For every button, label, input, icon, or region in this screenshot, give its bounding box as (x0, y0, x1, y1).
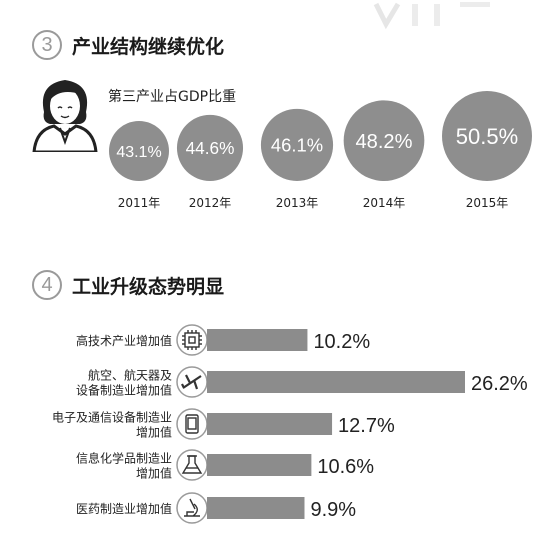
bar-category-label: 增加值 (136, 425, 172, 440)
chip-icon (182, 330, 202, 350)
bubble-value-label: 44.6% (186, 138, 235, 158)
year-label: 2014年 (363, 196, 406, 210)
bubble-value-label: 43.1% (116, 144, 161, 161)
woman-avatar-icon (32, 80, 98, 152)
bubble-value-label: 46.1% (271, 135, 323, 156)
flask-icon (181, 455, 203, 474)
bar-category-label: 航空、航天器及 (88, 368, 172, 383)
bar-2 (207, 413, 333, 435)
section-title: 工业升级态势明显 (72, 275, 225, 298)
bar-0 (207, 329, 308, 351)
icon-circle (176, 449, 208, 481)
bubble-0 (109, 121, 169, 181)
gdp-share-bubble-chart: 43.1% 2011年 44.6% 2012年 46.1% 2013年 48.2% 2014年… (109, 91, 532, 210)
bar-category-label: 电子及通信设备制造业 (52, 411, 172, 425)
section-3-header: 3 产业结构继续优化 (32, 30, 224, 60)
bar-value-label: 10.2% (313, 331, 370, 353)
bar-1 (207, 371, 465, 393)
bar-category-label: 信息化学品制造业 (76, 451, 172, 466)
bar-value-label: 12.7% (338, 415, 395, 437)
icon-circle (176, 492, 208, 524)
year-label: 2012年 (189, 196, 232, 210)
bubble-3 (343, 100, 425, 181)
bar-value-label: 10.6% (317, 456, 374, 478)
bubble-1 (176, 114, 244, 181)
decorative-lines (373, 2, 490, 30)
tablet-icon (185, 414, 199, 434)
icon-circle (176, 408, 208, 440)
bar-category-label: 高技术产业增加值 (76, 333, 172, 348)
bar-category-label: 增加值 (136, 466, 172, 481)
bar-category-label: 医药制造业增加值 (76, 501, 172, 516)
year-label: 2013年 (276, 196, 319, 210)
section-number-badge: 4 (32, 270, 62, 300)
bubble-value-label: 50.5% (456, 124, 518, 149)
bubble-value-label: 48.2% (356, 131, 413, 153)
bar-3 (207, 454, 312, 476)
microscope-icon (184, 498, 200, 517)
section-title: 产业结构继续优化 (72, 35, 225, 58)
bar-4 (207, 497, 305, 519)
section-number-badge: 3 (32, 30, 62, 60)
icon-circle (176, 324, 208, 356)
bar-value-label: 9.9% (310, 499, 356, 521)
year-label: 2015年 (466, 196, 509, 210)
bubble-2 (260, 108, 334, 181)
bar-category-label: 设备制造业增加值 (76, 383, 172, 398)
year-label: 2011年 (118, 196, 161, 210)
airplane-icon (181, 374, 202, 390)
bubble-4 (442, 91, 532, 181)
section-4-header: 4 工业升级态势明显 (32, 270, 224, 300)
chart-subtitle: 第三产业占GDP比重 (108, 89, 237, 105)
bar-value-label: 26.2% (471, 373, 528, 395)
